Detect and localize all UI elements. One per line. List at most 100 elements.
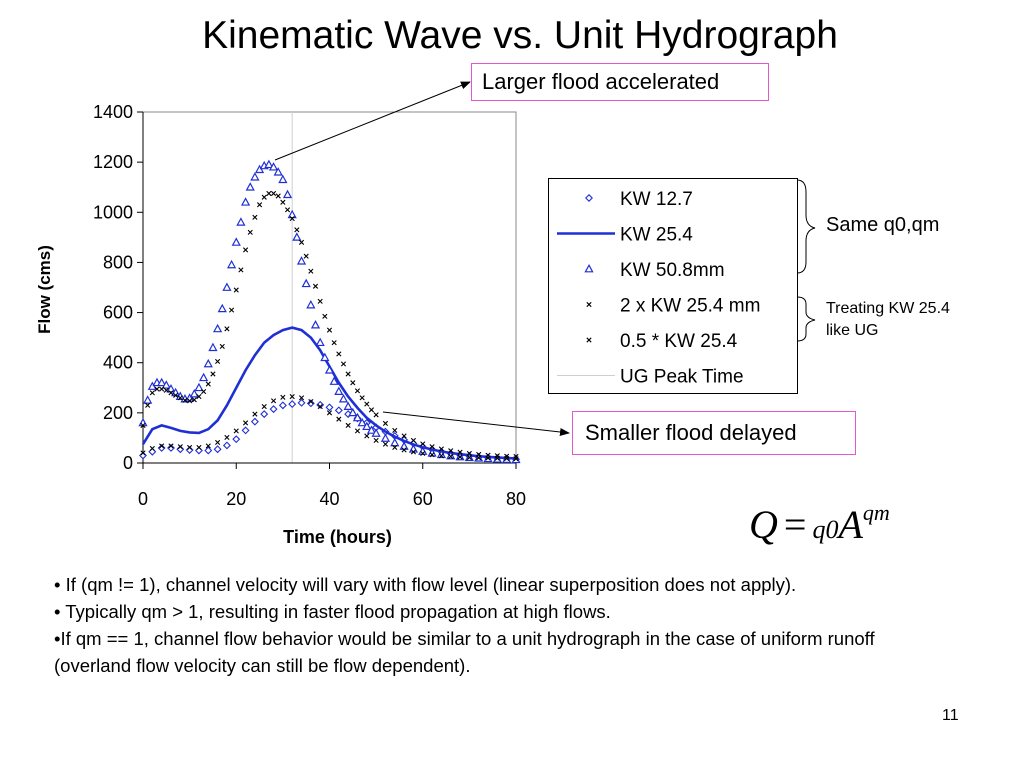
data-point [350,380,356,386]
formula-lhs: Q [749,502,778,547]
data-point [212,323,223,333]
slide-number: 11 [942,707,959,724]
data-point [157,377,167,387]
data-point [205,381,211,387]
data-point [336,351,342,357]
data-point [438,446,444,452]
data-point [308,268,314,274]
data-point [205,443,211,449]
data-point [256,202,263,208]
data-point [189,389,199,398]
y-tick-label: 200 [103,403,133,423]
data-point [208,342,218,352]
data-point [217,303,227,313]
data-point [242,420,249,426]
data-point [357,417,367,427]
data-point [368,407,375,413]
data-point [199,372,209,382]
data-point [308,398,314,405]
data-point [191,397,197,403]
data-point [410,437,417,444]
data-point [140,422,146,428]
data-point [233,428,239,434]
data-point [494,455,500,461]
data-point [326,410,333,416]
data-point [334,406,343,415]
series-3 [140,190,519,460]
data-point [161,380,171,389]
data-point [298,395,305,401]
data-point [446,450,456,460]
data-point [203,358,213,368]
data-point [294,227,300,233]
x-axis-label: Time (hours) [283,527,392,547]
data-point [149,390,155,396]
data-point [215,358,221,365]
x-tick-label: 60 [413,489,433,509]
data-point [325,403,334,412]
data-point [438,453,444,459]
data-point [429,452,435,458]
callout-smaller-flood: Smaller flood delayed [572,411,856,455]
data-point [466,454,472,461]
data-point [476,455,482,461]
data-point [270,398,277,404]
data-point [354,388,361,394]
data-point [245,182,255,191]
data-point [504,455,510,462]
data-point [261,194,267,200]
y-tick-label: 1000 [93,202,133,222]
bullet-item: • If (qm != 1), channel velocity will va… [54,574,797,595]
data-point [336,416,342,422]
note-same-q0-qm: Same q0,qm [826,214,940,236]
data-point [324,365,335,374]
data-point [289,393,295,400]
data-point [288,400,297,409]
data-point [359,395,365,401]
data-point [466,450,472,457]
data-point [284,207,291,213]
formula-exp: qm [862,500,890,525]
legend-item: KW 12.7 [585,189,693,210]
data-point [289,215,295,222]
brace-same-q [796,179,816,274]
data-point [261,404,267,410]
formula-equals: = [783,502,807,547]
callout-larger-flood: Larger flood accelerated [471,63,769,101]
legend-item: UG Peak Time [557,367,744,388]
data-point [362,421,372,431]
chart-legend: KW 12.7 KW 25.4 KW 50.8mm 2 x KW 25.4 mm 0.5… [548,178,798,394]
data-point [196,444,202,451]
data-point [366,425,377,434]
data-point [382,441,389,447]
legend-swatch [585,194,593,202]
data-point [448,453,454,460]
data-point [380,433,391,442]
data-point [485,455,491,461]
x-tick-label: 0 [138,489,148,509]
data-point [345,371,351,377]
data-point [232,435,241,444]
data-point [250,417,259,426]
data-point [513,456,519,462]
x-tick-label: 40 [319,489,339,509]
data-point [166,383,176,393]
flow-formula: Q = q0Aqm [749,500,890,548]
legend-swatch [586,301,592,308]
callout-arrows [274,81,570,436]
note-treating-line-1: Treating KW 25.4 [826,300,950,317]
data-point [343,401,353,410]
data-point [345,422,351,428]
data-point [331,340,337,346]
data-point [410,449,417,455]
data-point [320,352,330,362]
y-tick-label: 1200 [93,152,133,172]
legend-label: KW 25.4 [620,225,693,246]
arrow-larger-flood [274,81,471,161]
data-point [266,190,272,197]
data-point [315,337,325,347]
bullet-item: • Typically qm > 1, resulting in faster … [54,601,611,622]
data-point [233,287,239,293]
data-point [273,167,283,176]
data-point [242,247,249,253]
